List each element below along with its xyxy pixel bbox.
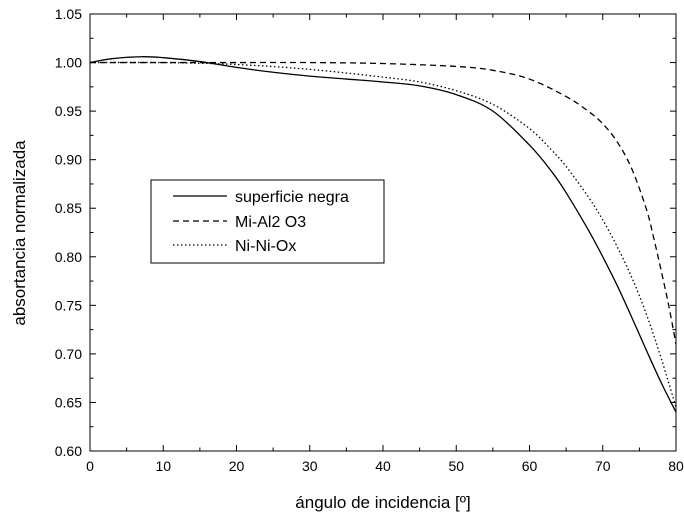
x-tick-label: 30	[302, 458, 318, 474]
series-line-superficie-negra	[89, 56, 677, 413]
x-tick-label: 10	[155, 458, 171, 474]
y-tick-label: 1.00	[55, 55, 82, 71]
y-tick-label: 0.95	[55, 103, 82, 119]
series-line-mi-al2-o3	[90, 61, 677, 345]
x-tick-label: 50	[448, 458, 464, 474]
legend-label-ni-ni-ox: Ni-Ni-Ox	[235, 238, 296, 255]
x-axis-title: ángulo de incidencia [º]	[295, 493, 470, 512]
y-axis-title: absortancia normalizada	[10, 140, 29, 326]
legend-label-mi-al2o3: Mi-Al2 O3	[235, 214, 306, 231]
series-layer	[89, 56, 677, 413]
y-tick-label: 0.80	[55, 249, 82, 265]
y-tick-label: 0.60	[55, 443, 82, 459]
y-tick-label: 0.75	[55, 297, 82, 313]
legend-box	[150, 179, 385, 264]
series-line-ni-ni-ox	[89, 61, 677, 408]
y-tick-label: 1.05	[55, 6, 82, 22]
legend: superficie negra Mi-Al2 O3 Ni-Ni-Ox	[150, 179, 385, 264]
y-tick-label: 0.65	[55, 394, 82, 410]
axis-ticks	[89, 13, 677, 452]
legend-label-superficie-negra: superficie negra	[235, 189, 349, 206]
x-tick-label: 20	[229, 458, 245, 474]
x-tick-label: 60	[522, 458, 538, 474]
axis-tick-labels: 0 10 20 30 40 50 60 70 80 0.60 0.65 0.70 0.75 0.80 0.8…	[55, 6, 684, 474]
x-tick-label: 70	[595, 458, 611, 474]
x-tick-label: 40	[375, 458, 391, 474]
x-tick-label: 0	[86, 458, 94, 474]
x-tick-label: 80	[668, 458, 684, 474]
y-tick-label: 0.90	[55, 152, 82, 168]
y-tick-label: 0.85	[55, 200, 82, 216]
y-tick-label: 0.70	[55, 346, 82, 362]
